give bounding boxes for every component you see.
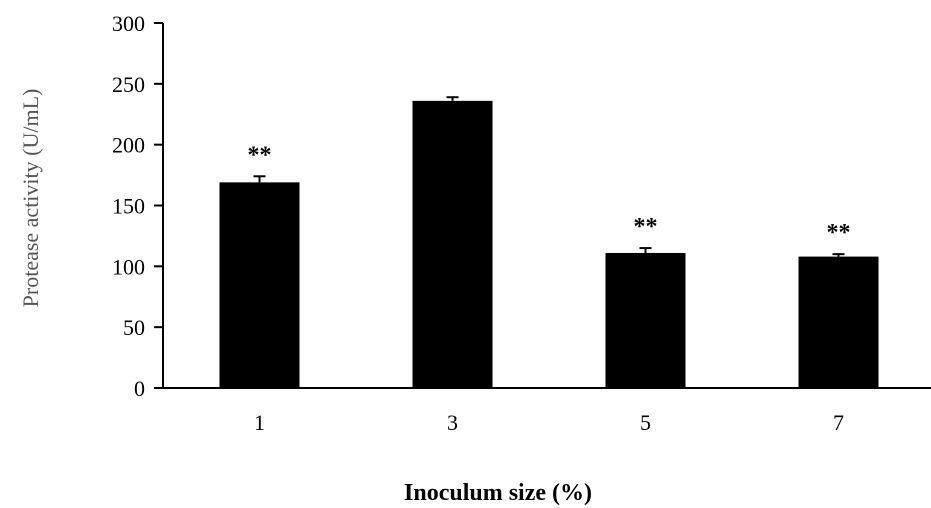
significance-annotation: ** xyxy=(827,220,851,246)
y-tick-label: 250 xyxy=(112,72,145,97)
x-tick-label: 1 xyxy=(254,410,265,435)
x-axis-label: Inoculum size (%) xyxy=(404,480,592,506)
y-tick-label: 100 xyxy=(112,254,145,279)
bar xyxy=(412,100,493,388)
x-tick-label: 3 xyxy=(447,410,458,435)
y-axis: 0 50 100 150 200 250 300 xyxy=(112,11,164,401)
bars: ** ** ** xyxy=(219,96,879,388)
significance-annotation: ** xyxy=(634,214,658,240)
x-tick-label: 7 xyxy=(833,410,844,435)
y-tick-label: 0 xyxy=(134,376,145,401)
bar xyxy=(605,252,686,388)
y-axis-label: Protease activity (U/mL) xyxy=(18,89,43,308)
x-tick-label: 5 xyxy=(640,410,651,435)
y-tick-label: 50 xyxy=(123,315,145,340)
significance-annotation: ** xyxy=(248,142,272,168)
x-axis: 1 3 5 7 xyxy=(163,387,931,435)
bar xyxy=(219,182,300,388)
y-tick-label: 300 xyxy=(112,11,145,36)
y-tick-label: 200 xyxy=(112,133,145,158)
y-tick-label: 150 xyxy=(112,194,145,219)
bar xyxy=(798,256,879,388)
